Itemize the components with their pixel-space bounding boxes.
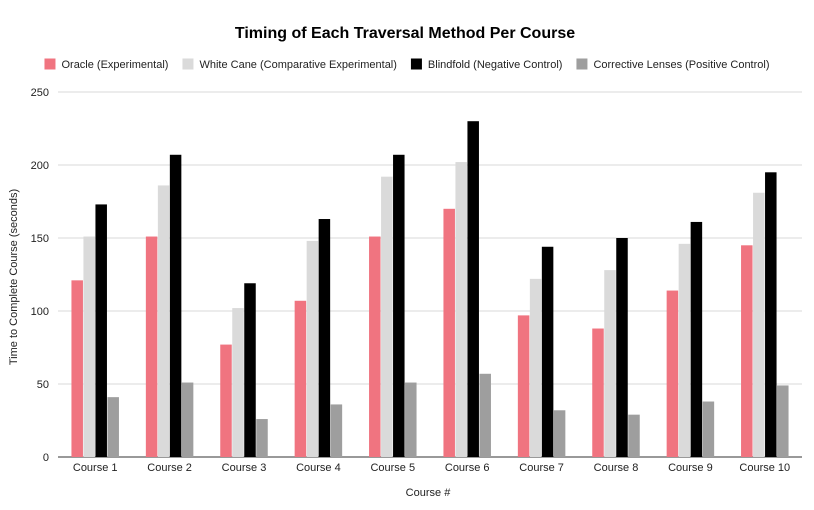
bar-2-5: [381, 176, 393, 457]
bar-4-6: [479, 373, 491, 457]
bar-4-9: [702, 401, 715, 457]
bar-4-2: [181, 382, 194, 457]
legend-swatch: [44, 58, 56, 70]
y-tick-label: 100: [31, 306, 49, 318]
x-tick-label: Course 2: [147, 462, 192, 474]
x-tick-label: Course 1: [73, 462, 118, 474]
legend-item: Corrective Lenses (Positive Control): [576, 58, 770, 71]
x-axis-ticks: Course 1 Course 2 Course 3 Course 4 Course 5…: [73, 462, 790, 474]
bar-2-7: [529, 278, 542, 457]
bar-4-1: [107, 397, 119, 457]
bar-1-7: [517, 315, 530, 457]
x-tick-label: Course 5: [370, 462, 415, 474]
bar-2-1: [83, 236, 95, 457]
x-tick-label: Course 4: [296, 462, 341, 474]
bar-2-4: [306, 240, 319, 457]
y-tick-label: 150: [31, 233, 49, 245]
legend-label: Oracle (Experimental): [61, 59, 168, 71]
bars: [71, 121, 789, 458]
bar-2-10: [753, 192, 765, 458]
bar-3-7: [541, 246, 554, 457]
x-axis-title: Course #: [406, 487, 452, 499]
bar-4-8: [628, 414, 640, 457]
y-tick-label: 50: [37, 379, 49, 391]
bar-3-3: [244, 283, 256, 457]
legend-label: Blindfold (Negative Control): [428, 59, 563, 71]
bar-2-2: [157, 185, 170, 457]
y-tick-label: 0: [43, 452, 49, 464]
x-tick-label: Course 7: [519, 462, 564, 474]
y-axis-ticks: 0 50 100 150 200 250: [31, 87, 49, 464]
legend-label: White Cane (Comparative Experimental): [199, 59, 396, 71]
bar-4-7: [553, 410, 566, 457]
bar-1-10: [741, 245, 753, 457]
bar-2-9: [678, 243, 691, 457]
bar-2-8: [604, 270, 616, 457]
x-tick-label: Course 9: [668, 462, 713, 474]
bar-3-10: [765, 172, 777, 458]
chart-title: Timing of Each Traversal Method Per Cour…: [235, 25, 575, 42]
bar-1-2: [145, 236, 158, 457]
y-axis-title: Time to Complete Course (seconds): [8, 189, 20, 365]
bar-4-3: [256, 419, 268, 457]
bar-4-10: [777, 385, 789, 457]
x-tick-label: Course 8: [594, 462, 639, 474]
bar-1-9: [666, 290, 679, 457]
bar-3-5: [393, 154, 405, 457]
x-tick-label: Course 6: [445, 462, 490, 474]
bar-3-8: [616, 238, 628, 457]
legend-item: White Cane (Comparative Experimental): [182, 58, 397, 71]
legend: Oracle (Experimental) White Cane (Compara…: [44, 58, 770, 71]
bar-3-1: [95, 204, 107, 457]
legend-item: Blindfold (Negative Control): [410, 58, 563, 71]
bar-3-2: [169, 154, 182, 457]
bar-1-3: [220, 344, 232, 457]
x-tick-label: Course 3: [222, 462, 267, 474]
bar-1-1: [71, 280, 83, 457]
bar-2-6: [455, 162, 467, 457]
bar-4-5: [405, 382, 417, 457]
bar-1-6: [443, 208, 455, 457]
x-tick-label: Course 10: [739, 462, 790, 474]
bar-3-4: [318, 219, 331, 457]
bar-2-3: [232, 308, 244, 457]
bar-3-9: [690, 221, 703, 457]
legend-swatch: [576, 58, 588, 70]
y-tick-label: 250: [31, 87, 49, 99]
legend-item: Oracle (Experimental): [44, 58, 168, 71]
bar-1-8: [592, 328, 604, 457]
legend-label: Corrective Lenses (Positive Control): [593, 59, 769, 71]
legend-swatch: [410, 58, 422, 70]
bar-4-4: [330, 404, 343, 457]
bar-1-4: [294, 300, 307, 457]
y-tick-label: 200: [31, 160, 49, 172]
bar-3-6: [467, 121, 479, 457]
legend-swatch: [182, 58, 194, 70]
gridlines: [58, 91, 802, 458]
bar-1-5: [369, 236, 381, 457]
